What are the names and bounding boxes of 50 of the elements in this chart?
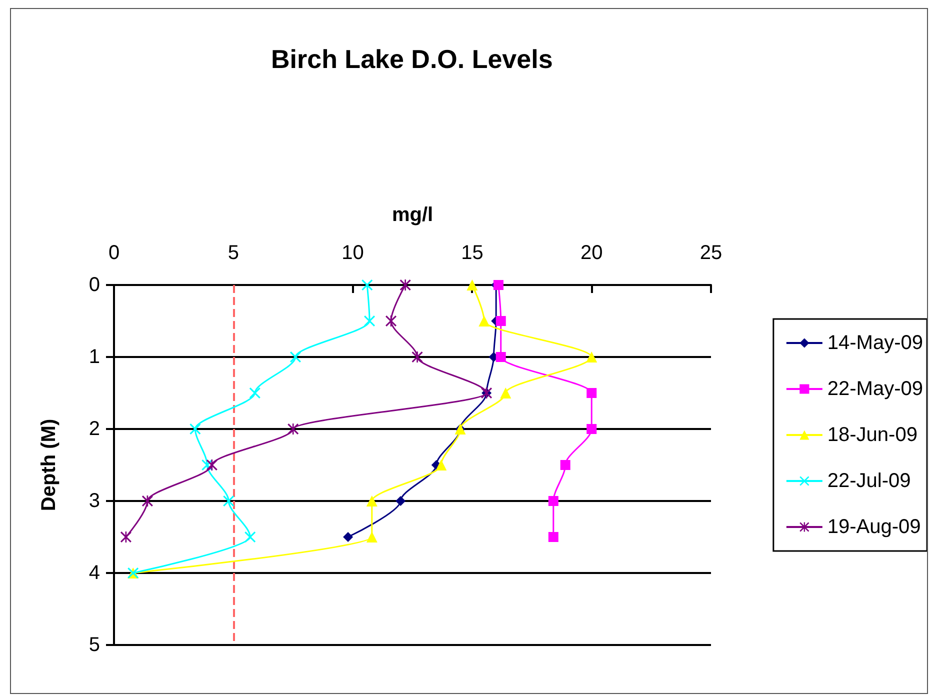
y-tick-label: 3 [88,490,100,512]
chart-title: Birch Lake D.O. Levels [271,44,553,74]
x-tick-label: 10 [342,242,364,264]
point [290,352,301,362]
point [586,352,598,362]
legend-label: 19-Aug-09 [827,516,921,538]
point [496,352,506,362]
x-axis-title: mg/l [392,204,434,226]
point [436,460,447,470]
legend-label: 14-May-09 [827,332,924,354]
point [586,424,597,434]
point [400,280,411,290]
y-tick-label: 4 [88,562,100,584]
point [496,316,506,326]
y-tick-label: 2 [88,418,100,440]
point [343,532,354,542]
x-tick-label: 15 [461,242,484,264]
x-tick-label: 20 [580,242,603,264]
point [364,316,376,326]
point [190,424,201,434]
point [223,496,234,506]
point [386,316,397,326]
y-tick-label: 1 [88,346,100,368]
point [586,388,597,398]
y-axis-title: Depth (M) [38,418,60,512]
point [478,316,490,326]
point [500,388,512,398]
point [366,496,378,506]
point [362,280,373,290]
point [120,532,132,542]
point [244,532,256,542]
point [142,496,153,506]
point [548,496,558,506]
legend-label: 22-Jul-09 [827,470,911,492]
y-tick-label: 0 [88,274,100,296]
x-tick-label: 5 [228,242,239,264]
point [466,280,478,290]
point [366,532,378,542]
legend-label: 22-May-09 [827,378,924,400]
point [548,532,558,542]
point [412,352,423,362]
point [560,460,570,470]
point [206,460,218,470]
y-tick-label: 5 [88,634,100,656]
point [288,424,299,434]
point [249,388,260,398]
point [396,496,406,506]
x-tick-label: 25 [700,242,722,264]
legend-label: 18-Jun-09 [827,424,918,446]
x-tick-label: 0 [108,242,120,264]
